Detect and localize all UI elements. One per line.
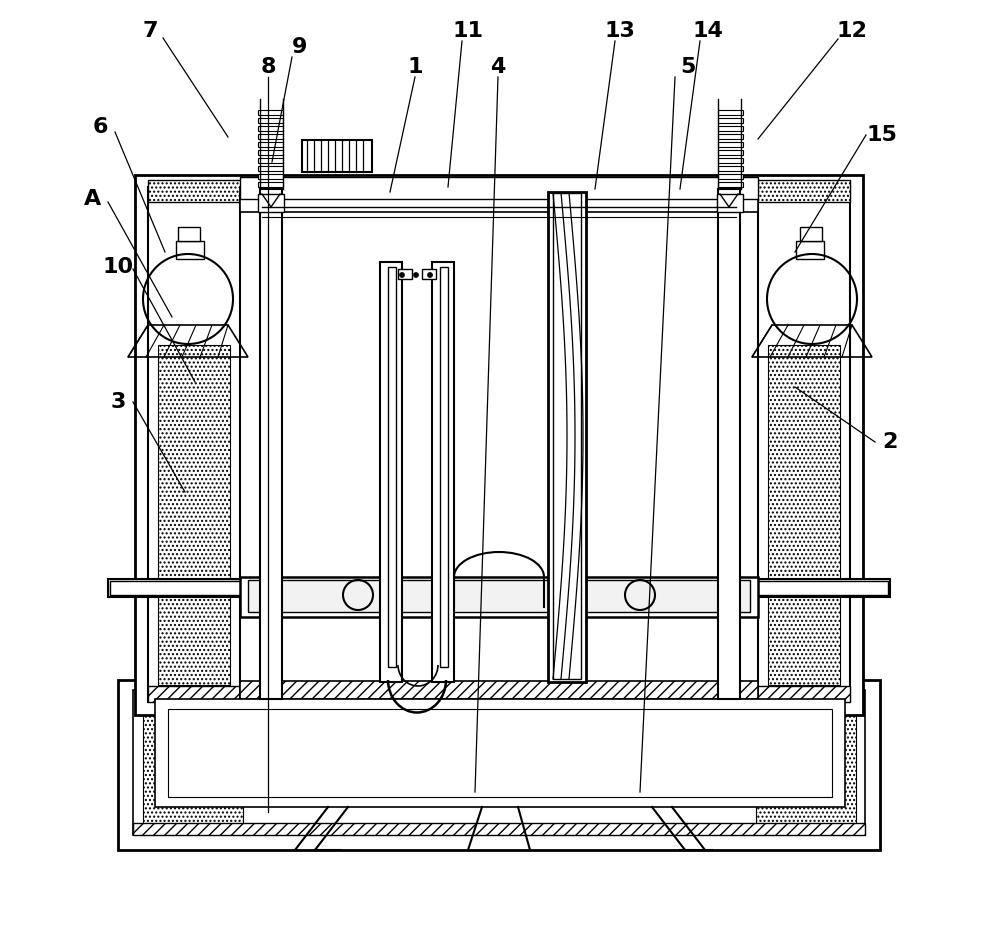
Bar [133, 690, 865, 835]
Bar [553, 193, 581, 679]
Bar [800, 227, 822, 241]
Bar [718, 150, 743, 155]
Bar [744, 581, 888, 595]
Bar [718, 158, 743, 163]
Text: 9: 9 [292, 37, 308, 57]
Text: 13: 13 [605, 21, 635, 41]
Bar [548, 192, 586, 682]
Text: 12: 12 [837, 21, 867, 41]
Bar [380, 262, 402, 682]
Bar [176, 241, 204, 259]
Bar [432, 262, 454, 682]
Bar [718, 142, 743, 147]
Text: 3: 3 [110, 392, 126, 412]
Text: 6: 6 [92, 117, 108, 137]
Bar [718, 166, 743, 171]
Bar [158, 345, 230, 685]
Bar [302, 140, 372, 172]
Bar [258, 126, 283, 131]
Bar [110, 581, 254, 595]
Text: 5: 5 [680, 57, 696, 77]
Text: 8: 8 [260, 57, 276, 77]
Bar [240, 177, 758, 199]
Text: 14: 14 [693, 21, 723, 41]
Circle shape [400, 273, 404, 277]
Bar [240, 187, 758, 212]
Circle shape [414, 273, 418, 277]
Bar [148, 187, 850, 702]
Bar [756, 691, 856, 829]
Bar [258, 134, 283, 139]
Bar [718, 110, 743, 115]
Bar [796, 241, 824, 259]
Text: 11: 11 [452, 21, 484, 41]
Bar [178, 227, 200, 241]
Bar [240, 194, 262, 699]
Bar [133, 823, 865, 835]
Bar [422, 269, 436, 279]
Bar [718, 189, 740, 699]
Bar [398, 269, 412, 279]
Text: 7: 7 [142, 21, 158, 41]
Bar [768, 345, 840, 685]
Bar [248, 580, 750, 612]
Text: 1: 1 [407, 57, 423, 77]
Text: 10: 10 [102, 257, 134, 277]
Bar [258, 142, 283, 147]
Bar [717, 194, 743, 212]
Bar [258, 150, 283, 155]
Bar [718, 182, 743, 187]
Bar [258, 194, 284, 212]
Bar [388, 267, 396, 667]
Bar [718, 134, 743, 139]
Bar [260, 189, 282, 699]
Bar [240, 577, 758, 617]
Bar [258, 118, 283, 123]
Bar [742, 579, 890, 597]
Bar [148, 180, 850, 202]
Bar [135, 175, 863, 715]
Bar [718, 174, 743, 179]
Bar [258, 166, 283, 171]
Bar [143, 691, 243, 829]
Bar [148, 686, 850, 702]
Bar [108, 579, 256, 597]
Bar [155, 699, 845, 807]
Bar [736, 194, 758, 699]
Bar [258, 110, 283, 115]
Bar [118, 680, 880, 850]
Bar [240, 681, 758, 699]
Text: 4: 4 [490, 57, 506, 77]
Bar [258, 174, 283, 179]
Bar [718, 118, 743, 123]
Text: A: A [84, 189, 102, 209]
Circle shape [428, 273, 432, 277]
Bar [440, 267, 448, 667]
Bar [258, 182, 283, 187]
Bar [168, 709, 832, 797]
Bar [258, 158, 283, 163]
Bar [718, 126, 743, 131]
Text: 15: 15 [867, 125, 897, 145]
Text: 2: 2 [882, 432, 898, 452]
